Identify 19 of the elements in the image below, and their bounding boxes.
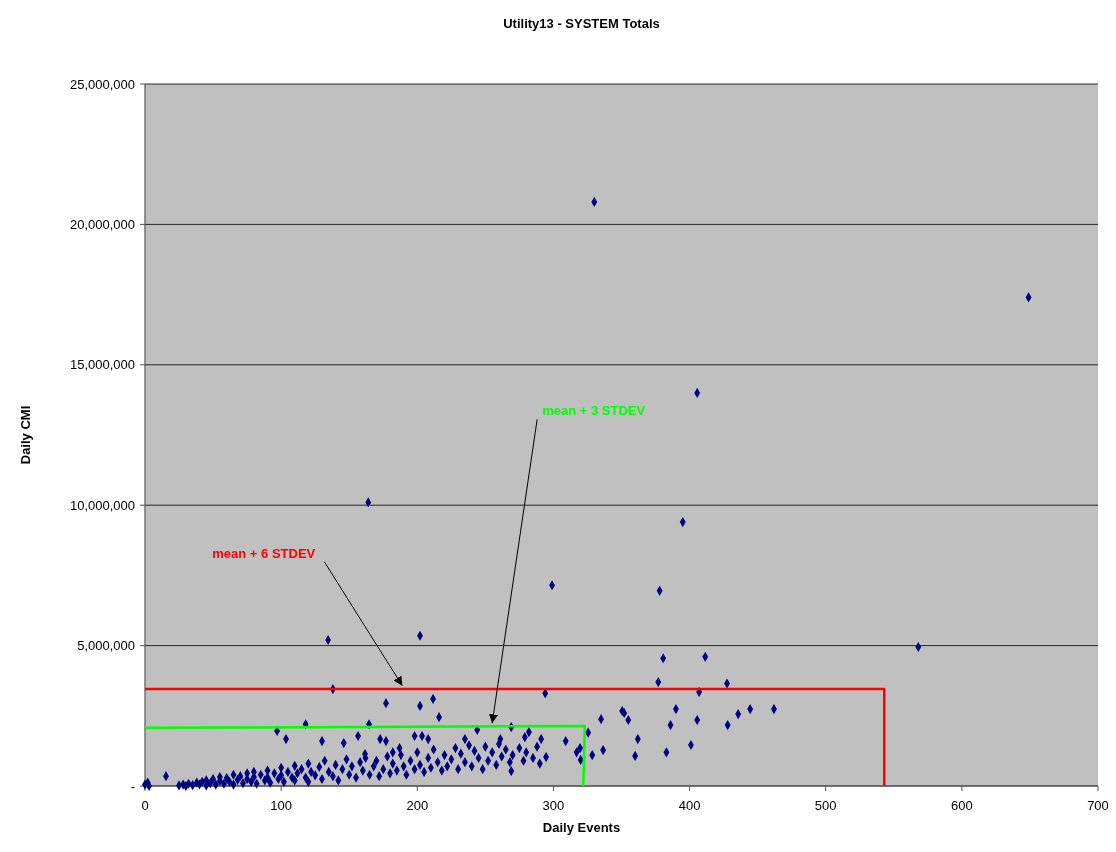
y-tick-label: 20,000,000: [69, 216, 135, 232]
y-tick-label: 10,000,000: [69, 497, 135, 513]
y-axis-title: Daily CMI: [18, 405, 33, 465]
y-tick-label: 5,000,000: [77, 638, 135, 654]
x-tick-label: 100: [270, 798, 292, 813]
x-axis-title: Daily Events: [542, 820, 621, 835]
chart-title: Utility13 - SYSTEM Totals: [503, 16, 660, 31]
x-tick-label: 600: [951, 798, 973, 813]
x-tick-label: 700: [1087, 798, 1109, 813]
x-tick-label: 500: [814, 798, 837, 813]
x-tick-label: 300: [542, 798, 565, 813]
y-tick-label: 15,000,000: [69, 357, 135, 373]
annotation: mean + 3 STDEV: [542, 403, 646, 419]
x-tick-label: 200: [406, 798, 429, 813]
annotation: mean + 6 STDEV: [212, 545, 316, 561]
y-tick-label: -: [130, 778, 135, 794]
x-tick-label: 400: [678, 798, 701, 813]
x-tick-label: 0: [141, 798, 149, 813]
y-tick-label: 25,000,000: [69, 76, 135, 92]
